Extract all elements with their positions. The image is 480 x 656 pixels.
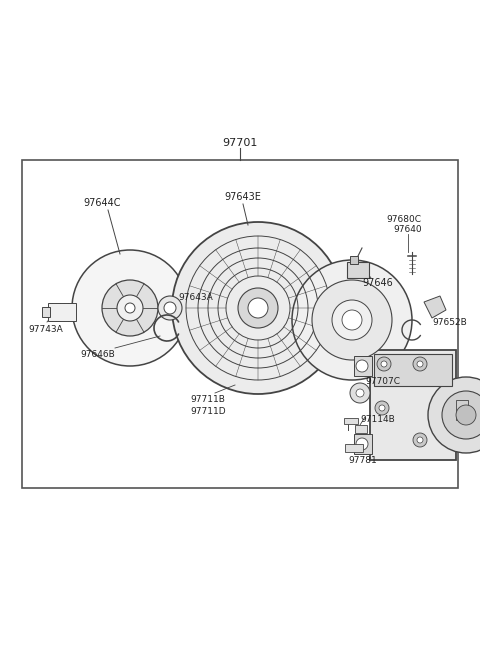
Circle shape <box>413 357 427 371</box>
Circle shape <box>158 296 182 320</box>
Circle shape <box>332 300 372 340</box>
Circle shape <box>377 357 391 371</box>
Text: 97644C: 97644C <box>83 198 120 208</box>
Bar <box>344 418 358 424</box>
Bar <box>347 262 369 278</box>
Bar <box>370 350 456 460</box>
Circle shape <box>117 295 143 321</box>
Text: 97643E: 97643E <box>224 192 261 202</box>
Text: 97646: 97646 <box>362 278 393 288</box>
Text: 97781: 97781 <box>348 456 377 465</box>
Circle shape <box>356 438 368 450</box>
Text: 97114B: 97114B <box>360 415 395 424</box>
Circle shape <box>164 302 176 314</box>
Circle shape <box>417 361 423 367</box>
Bar <box>354 434 372 454</box>
Text: 97652B: 97652B <box>432 318 467 327</box>
Circle shape <box>456 405 476 425</box>
Text: 97646B: 97646B <box>80 350 115 359</box>
Text: 97640: 97640 <box>393 225 421 234</box>
Circle shape <box>356 389 364 397</box>
Text: 97643A: 97643A <box>178 293 213 302</box>
Circle shape <box>442 391 480 439</box>
Circle shape <box>417 437 423 443</box>
Circle shape <box>172 222 344 394</box>
Circle shape <box>428 377 480 453</box>
Text: 97680C: 97680C <box>386 215 421 224</box>
Polygon shape <box>424 296 446 318</box>
Circle shape <box>248 298 268 318</box>
Bar <box>48 303 76 321</box>
Circle shape <box>379 405 385 411</box>
Circle shape <box>350 383 370 403</box>
Text: 97707C: 97707C <box>365 377 400 386</box>
Circle shape <box>125 303 135 313</box>
Circle shape <box>72 250 188 366</box>
Bar <box>42 307 50 317</box>
Bar <box>374 354 452 386</box>
Circle shape <box>375 401 389 415</box>
Text: 97711D: 97711D <box>190 407 226 416</box>
Bar <box>456 400 468 420</box>
Circle shape <box>238 288 278 328</box>
Bar <box>355 425 367 433</box>
Circle shape <box>413 433 427 447</box>
Text: 97711B: 97711B <box>190 395 225 404</box>
Bar <box>345 444 363 452</box>
Bar <box>354 356 372 376</box>
Circle shape <box>102 280 158 336</box>
Text: 97701: 97701 <box>222 138 258 148</box>
Bar <box>22 160 458 488</box>
Text: 97743A: 97743A <box>28 325 63 334</box>
Circle shape <box>381 361 387 367</box>
Bar <box>350 256 358 264</box>
Circle shape <box>292 260 412 380</box>
Circle shape <box>312 280 392 360</box>
Circle shape <box>356 360 368 372</box>
Circle shape <box>342 310 362 330</box>
